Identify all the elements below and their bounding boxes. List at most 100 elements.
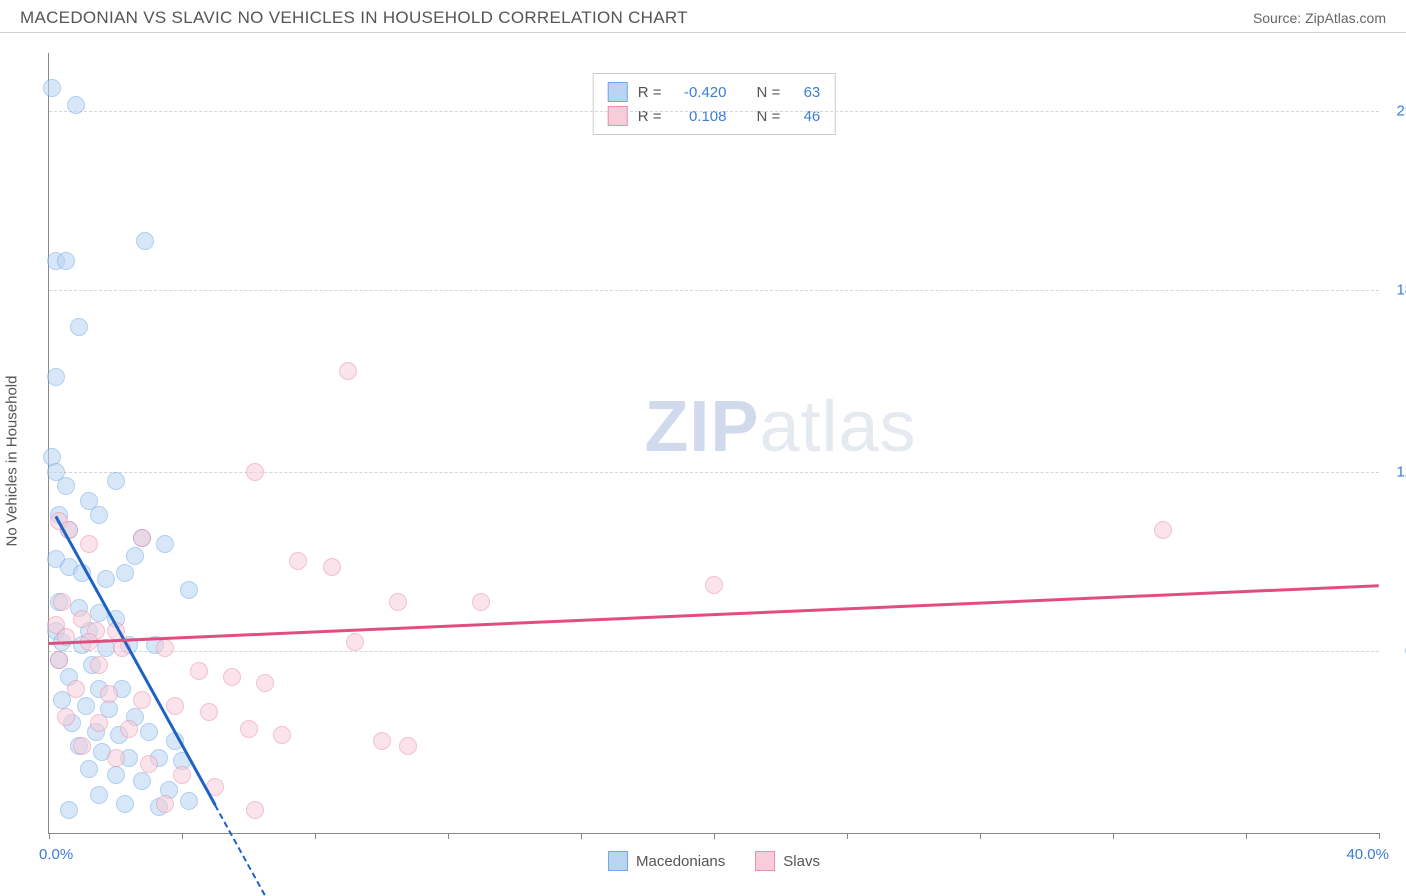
data-point [133, 529, 151, 547]
data-point [140, 723, 158, 741]
chart-header: MACEDONIAN VS SLAVIC NO VEHICLES IN HOUS… [0, 0, 1406, 33]
data-point [107, 766, 125, 784]
data-point [50, 651, 68, 669]
data-point [60, 801, 78, 819]
data-point [246, 463, 264, 481]
data-point [133, 772, 151, 790]
data-point [156, 535, 174, 553]
data-point [289, 552, 307, 570]
data-point [173, 766, 191, 784]
data-point [180, 792, 198, 810]
data-point [43, 79, 61, 97]
legend-label-macedonians: Macedonians [636, 853, 725, 870]
xtick [581, 833, 582, 839]
data-point [346, 633, 364, 651]
data-point [133, 691, 151, 709]
gridline-h [49, 290, 1379, 291]
data-point [120, 720, 138, 738]
bottom-legend: Macedonians Slavs [608, 851, 820, 871]
data-point [240, 720, 258, 738]
gridline-h [49, 651, 1379, 652]
data-point [190, 662, 208, 680]
y-axis-label: No Vehicles in Household [4, 375, 21, 546]
watermark-light: atlas [759, 387, 916, 467]
stats-row-macedonians: R = -0.420 N = 63 [608, 80, 821, 104]
data-point [107, 472, 125, 490]
gridline-h [49, 111, 1379, 112]
data-point [53, 593, 71, 611]
watermark-bold: ZIP [644, 387, 759, 467]
data-point [1154, 521, 1172, 539]
data-point [47, 368, 65, 386]
xtick [49, 833, 50, 839]
xtick [315, 833, 316, 839]
data-point [339, 362, 357, 380]
xtick [980, 833, 981, 839]
xtick [1246, 833, 1247, 839]
x-axis-min-label: 0.0% [39, 846, 73, 863]
watermark: ZIPatlas [644, 386, 916, 468]
data-point [156, 639, 174, 657]
data-point [200, 703, 218, 721]
legend-label-slavs: Slavs [783, 853, 820, 870]
trend-line [49, 585, 1379, 645]
ytick-label: 25.0% [1384, 102, 1406, 119]
legend-swatch-macedonians [608, 851, 628, 871]
xtick [448, 833, 449, 839]
data-point [107, 749, 125, 767]
source-label: Source: ZipAtlas.com [1253, 10, 1386, 26]
data-point [77, 697, 95, 715]
data-point [389, 593, 407, 611]
data-point [223, 668, 241, 686]
swatch-slavs [608, 106, 628, 126]
data-point [373, 732, 391, 750]
data-point [166, 697, 184, 715]
chart-container: No Vehicles in Household ZIPatlas R = -0… [0, 33, 1406, 888]
data-point [97, 570, 115, 588]
data-point [156, 795, 174, 813]
data-point [90, 506, 108, 524]
data-point [80, 535, 98, 553]
stats-row-slavs: R = 0.108 N = 46 [608, 104, 821, 128]
data-point [57, 252, 75, 270]
data-point [67, 96, 85, 114]
xtick [847, 833, 848, 839]
xtick [1113, 833, 1114, 839]
data-point [273, 726, 291, 744]
data-point [472, 593, 490, 611]
data-point [705, 576, 723, 594]
data-point [73, 737, 91, 755]
data-point [80, 760, 98, 778]
legend-swatch-slavs [755, 851, 775, 871]
data-point [67, 680, 85, 698]
n-value-macedonians: 63 [790, 84, 820, 101]
data-point [90, 786, 108, 804]
swatch-macedonians [608, 82, 628, 102]
n-label: N = [757, 84, 781, 101]
data-point [399, 737, 417, 755]
chart-title: MACEDONIAN VS SLAVIC NO VEHICLES IN HOUS… [20, 8, 688, 28]
data-point [90, 656, 108, 674]
data-point [323, 558, 341, 576]
legend-item-macedonians: Macedonians [608, 851, 725, 871]
data-point [140, 755, 158, 773]
data-point [136, 232, 154, 250]
ytick-label: 18.8% [1384, 281, 1406, 298]
stats-legend-box: R = -0.420 N = 63 R = 0.108 N = 46 [593, 73, 836, 135]
data-point [256, 674, 274, 692]
data-point [126, 547, 144, 565]
data-point [100, 685, 118, 703]
ytick-label: 12.5% [1384, 463, 1406, 480]
data-point [57, 708, 75, 726]
xtick [714, 833, 715, 839]
data-point [57, 477, 75, 495]
r-label: R = [638, 84, 662, 101]
data-point [246, 801, 264, 819]
legend-item-slavs: Slavs [755, 851, 820, 871]
data-point [180, 581, 198, 599]
data-point [70, 318, 88, 336]
x-axis-max-label: 40.0% [1346, 846, 1389, 863]
xtick [1379, 833, 1380, 839]
xtick [182, 833, 183, 839]
data-point [90, 714, 108, 732]
